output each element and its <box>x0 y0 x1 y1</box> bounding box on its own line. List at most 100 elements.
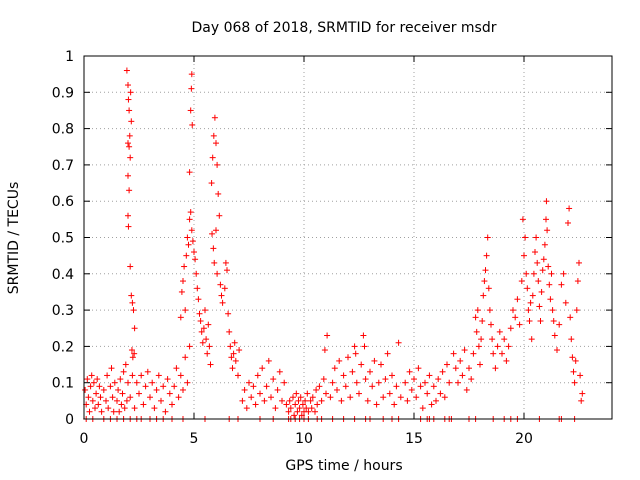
data-point <box>177 372 184 379</box>
y-tick-label: 0.3 <box>52 303 74 319</box>
data-point <box>318 397 325 404</box>
data-point <box>206 343 213 350</box>
data-point <box>547 296 554 303</box>
data-point <box>226 328 233 335</box>
data-point <box>439 368 446 375</box>
data-point <box>272 405 279 412</box>
data-point <box>182 307 189 314</box>
data-point <box>263 383 270 390</box>
data-point <box>415 365 422 372</box>
data-point <box>98 408 105 415</box>
data-point <box>477 361 483 368</box>
data-point <box>340 372 347 379</box>
data-point <box>312 408 318 415</box>
data-point <box>533 234 540 241</box>
data-point <box>293 390 300 397</box>
data-point <box>334 386 340 393</box>
data-point <box>138 372 145 379</box>
data-point <box>540 256 547 263</box>
data-point <box>128 118 135 125</box>
data-point <box>166 390 173 397</box>
data-point <box>207 361 214 368</box>
data-point <box>369 383 376 390</box>
data-point <box>213 140 219 147</box>
data-point <box>524 285 531 292</box>
data-point <box>131 350 138 357</box>
data-point <box>189 121 196 128</box>
y-tick-label: 0.6 <box>52 194 74 210</box>
data-point <box>496 328 503 335</box>
data-point <box>186 216 193 223</box>
data-point <box>178 288 185 295</box>
y-tick-label: 0.5 <box>52 231 74 247</box>
data-point <box>153 386 160 393</box>
data-point <box>114 397 120 404</box>
data-point <box>187 209 194 216</box>
data-point <box>548 270 555 277</box>
data-point <box>88 372 95 379</box>
data-point <box>535 278 542 285</box>
data-point <box>472 314 479 321</box>
data-point <box>292 401 299 408</box>
data-point <box>550 317 557 324</box>
data-point <box>579 390 586 397</box>
grid-lines <box>84 56 612 419</box>
data-point <box>446 379 453 386</box>
data-point <box>510 307 516 314</box>
data-point <box>202 307 208 314</box>
data-point <box>367 368 373 375</box>
data-point <box>119 390 126 397</box>
data-point <box>411 376 417 383</box>
data-point <box>259 365 266 372</box>
y-tick-label: 0 <box>65 412 74 428</box>
data-point <box>221 285 228 292</box>
data-point <box>192 256 199 263</box>
data-point <box>378 361 384 368</box>
data-point <box>291 412 298 419</box>
data-point <box>246 379 252 386</box>
data-point <box>393 383 400 390</box>
data-point <box>125 140 131 147</box>
data-point <box>485 285 492 292</box>
data-point <box>290 394 296 401</box>
data-point <box>184 379 191 386</box>
data-point <box>475 343 482 350</box>
data-point <box>314 401 321 408</box>
data-point <box>543 216 549 223</box>
data-point <box>519 216 526 223</box>
data-point <box>546 281 553 288</box>
data-point <box>120 368 127 375</box>
data-point <box>459 372 466 379</box>
y-tick-label: 0.9 <box>52 85 74 101</box>
data-point <box>391 401 398 408</box>
data-point <box>463 386 470 393</box>
data-point <box>93 390 100 397</box>
data-point <box>224 267 230 274</box>
data-point <box>191 249 197 256</box>
data-point <box>532 249 538 256</box>
data-point <box>210 132 217 139</box>
x-axis-label: GPS time / hours <box>285 458 402 474</box>
data-point <box>118 401 125 408</box>
data-point <box>351 343 358 350</box>
data-point <box>103 397 109 404</box>
data-point <box>474 307 481 314</box>
data-point <box>218 292 225 299</box>
data-point <box>489 336 496 343</box>
data-point <box>331 365 338 372</box>
data-point <box>537 317 544 324</box>
tick-labels: 00.10.20.30.40.50.60.70.80.910 5 10 15 20 <box>52 49 533 447</box>
data-point <box>303 405 310 412</box>
data-point <box>481 278 488 285</box>
data-point <box>160 383 167 390</box>
data-point <box>518 278 525 285</box>
data-point <box>127 154 134 161</box>
data-point <box>89 397 96 404</box>
data-point <box>188 71 195 78</box>
data-point <box>455 379 461 386</box>
data-point <box>313 386 320 393</box>
data-point <box>468 376 475 383</box>
data-point <box>362 376 369 383</box>
data-point <box>285 408 292 415</box>
